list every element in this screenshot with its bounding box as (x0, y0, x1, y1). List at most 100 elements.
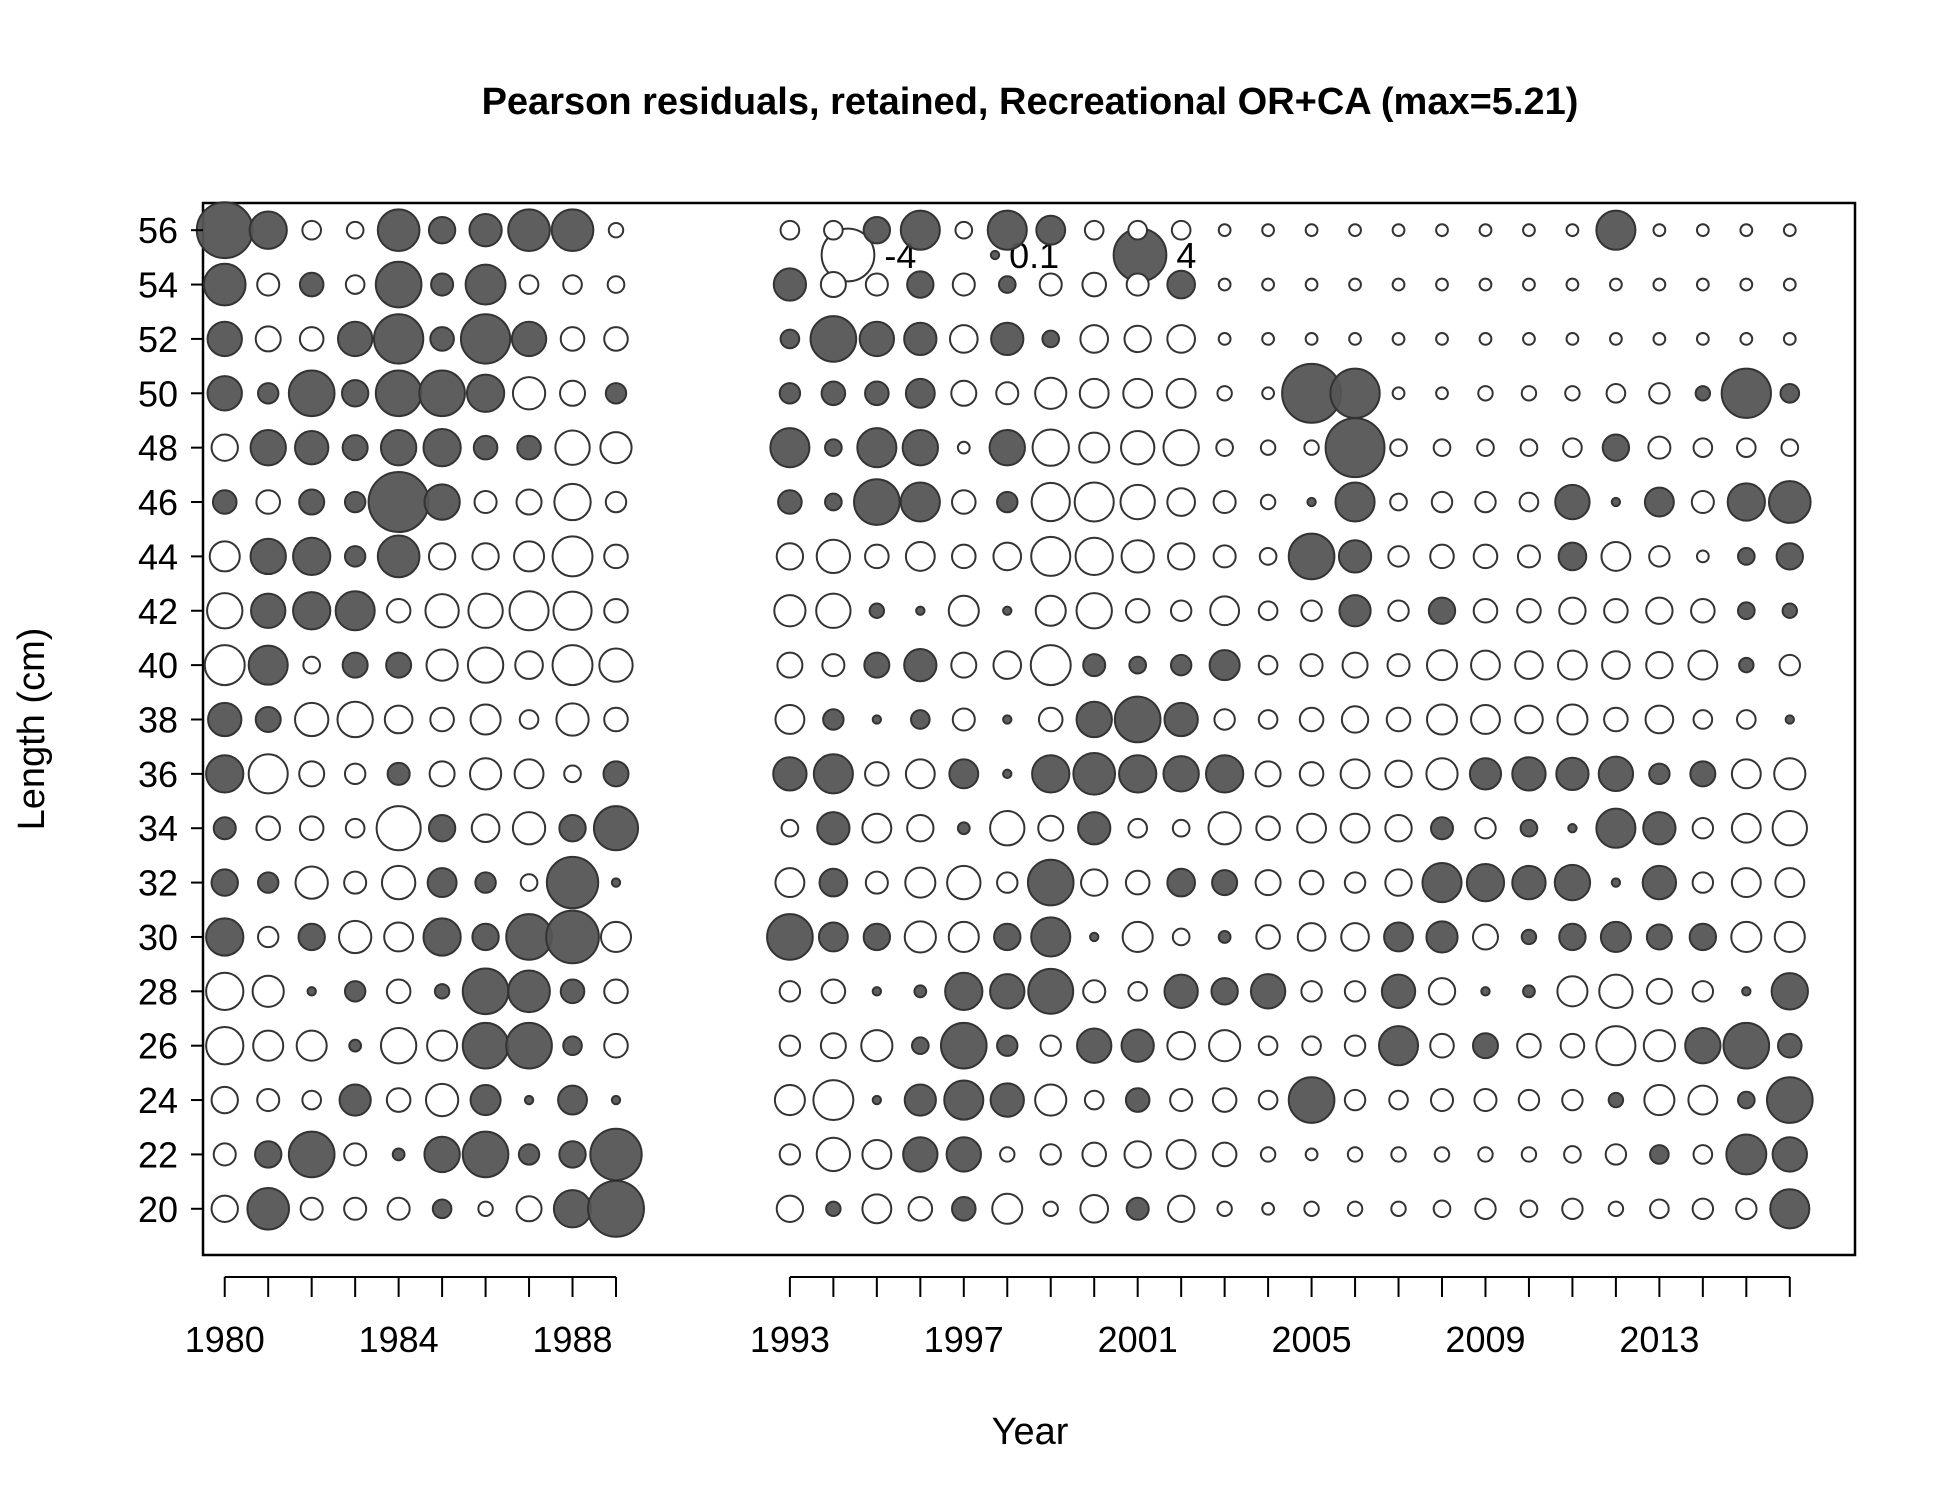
bubble-1996-46 (899, 481, 941, 523)
bubble-1980-48 (210, 433, 239, 462)
bubble-2009-52 (1478, 332, 1493, 346)
bubble-2011-26 (1559, 1032, 1586, 1059)
bubble-2006-50 (1329, 367, 1381, 419)
bubble-2015-30 (1730, 920, 1763, 953)
bubble-1982-44 (292, 536, 332, 577)
bubble-1987-42 (508, 590, 550, 632)
y-tick-label: 30 (138, 917, 178, 958)
x-tick-label: 1988 (532, 1319, 612, 1360)
bubble-2000-50 (1078, 377, 1110, 409)
bubble-1983-20 (343, 1196, 368, 1221)
bubble-2005-54 (1304, 277, 1319, 292)
bubble-2001-26 (1120, 1028, 1155, 1063)
bubble-2005-46 (1306, 496, 1317, 508)
bubble-2012-32 (1610, 877, 1622, 888)
bubble-1987-20 (515, 1195, 543, 1223)
bubble-2000-36 (1072, 752, 1117, 796)
bubble-2009-48 (1476, 438, 1495, 457)
bubble-1982-32 (294, 865, 329, 900)
bubble-2008-42 (1427, 596, 1457, 625)
bubble-1997-44 (951, 543, 977, 570)
bubble-1993-32 (774, 867, 806, 899)
bubble-1997-28 (944, 971, 984, 1011)
bubble-1988-36 (563, 764, 582, 784)
bubble-2001-56 (1127, 219, 1149, 241)
bubble-2011-48 (1562, 437, 1583, 458)
bubble-2012-44 (1600, 540, 1632, 572)
bubble-2001-46 (1119, 483, 1156, 521)
bubble-1997-52 (948, 324, 979, 354)
bubble-1980-54 (202, 262, 247, 307)
bubble-1989-26 (603, 1032, 629, 1059)
bubble-1999-44 (1030, 535, 1072, 577)
bubble-2013-40 (1645, 650, 1674, 680)
bubble-1999-22 (1039, 1143, 1062, 1166)
y-tick-label: 42 (138, 591, 178, 632)
bubble-2016-24 (1765, 1076, 1814, 1124)
bubble-2010-40 (1514, 650, 1544, 680)
bubble-2009-28 (1480, 986, 1491, 997)
bubble-2016-32 (1774, 867, 1806, 899)
bubble-1998-46 (996, 490, 1019, 514)
bubble-2014-38 (1692, 709, 1714, 730)
bubble-1981-56 (248, 210, 288, 250)
bubble-1985-34 (427, 814, 457, 843)
bubble-1981-46 (255, 489, 281, 515)
bubble-1987-24 (523, 1094, 535, 1106)
bubble-2004-30 (1255, 924, 1281, 950)
y-tick-label: 46 (138, 482, 178, 523)
bubble-1997-34 (956, 821, 971, 836)
bubble-1985-30 (422, 917, 462, 957)
bubble-2004-56 (1261, 223, 1275, 238)
bubble-2016-44 (1775, 542, 1804, 571)
bubble-2009-32 (1465, 862, 1506, 903)
bubble-1981-42 (250, 592, 287, 629)
bubble-1995-32 (864, 870, 889, 895)
bubble-2015-44 (1736, 547, 1756, 566)
bubble-2004-36 (1254, 760, 1282, 788)
bubble-1989-38 (603, 706, 629, 733)
x-tick-label: 2005 (1272, 1319, 1352, 1360)
bubble-1999-26 (1039, 1034, 1062, 1057)
bubble-1993-34 (780, 818, 800, 838)
y-tick-label: 36 (138, 754, 178, 795)
bubble-1997-42 (947, 594, 980, 627)
bubble-1995-34 (861, 812, 893, 844)
bubble-1984-22 (391, 1147, 406, 1162)
bubble-2009-36 (1468, 757, 1503, 791)
bubble-2007-28 (1380, 973, 1417, 1009)
bubble-2006-42 (1338, 594, 1372, 628)
bubble-1986-40 (466, 646, 505, 684)
x-tick-label: 1984 (359, 1319, 439, 1360)
bubble-1996-38 (909, 709, 931, 730)
bubble-2010-36 (1511, 756, 1547, 792)
bubble-2014-24 (1687, 1084, 1719, 1116)
bubble-1985-26 (426, 1029, 459, 1062)
bubble-1987-28 (507, 969, 551, 1014)
bubble-2013-24 (1643, 1084, 1676, 1117)
bubble-1980-24 (210, 1085, 239, 1115)
y-tick-label: 50 (138, 373, 178, 414)
bubble-2003-20 (1216, 1200, 1233, 1218)
bubble-2002-48 (1162, 428, 1200, 467)
bubble-2000-28 (1082, 979, 1107, 1004)
bubble-1989-40 (598, 647, 634, 683)
bubble-2006-26 (1343, 1034, 1367, 1057)
bubble-2000-20 (1079, 1193, 1110, 1224)
bubble-2001-48 (1120, 429, 1156, 466)
bubble-2010-32 (1511, 864, 1547, 901)
bubble-2003-26 (1208, 1029, 1242, 1063)
bubble-1994-20 (825, 1200, 842, 1218)
bubble-2008-46 (1430, 490, 1454, 514)
bubble-1987-34 (511, 811, 547, 846)
bubble-1985-36 (428, 760, 456, 788)
bubble-2006-56 (1348, 223, 1362, 238)
bubble-1997-46 (951, 489, 977, 515)
y-tick-label: 48 (138, 428, 178, 469)
bubble-1987-38 (518, 709, 540, 730)
bubble-2013-46 (1643, 486, 1675, 518)
bubble-2005-20 (1303, 1200, 1320, 1218)
bubble-2015-42 (1736, 601, 1756, 621)
bubble-2012-28 (1598, 973, 1634, 1009)
bubble-1989-22 (589, 1127, 643, 1182)
